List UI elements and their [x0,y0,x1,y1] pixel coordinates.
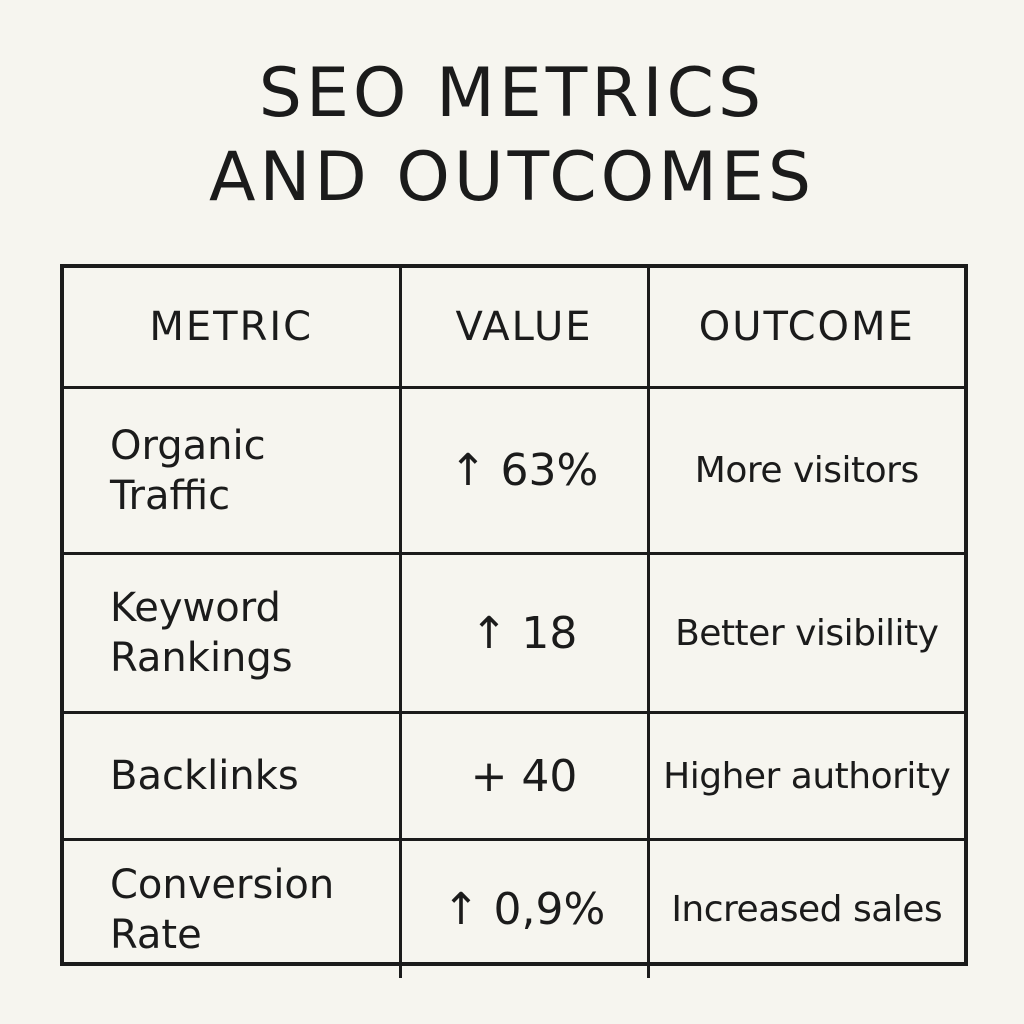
outcome-cell: More visitors [646,386,964,555]
table-row: Keyword Rankings ↑ 18 Better visibility [64,552,964,714]
column-header-outcome: OUTCOME [646,268,964,389]
metric-cell: Keyword Rankings [64,552,402,714]
table-row: Conversion Rate ↑ 0,9% Increased sales [64,838,964,978]
outcome-cell: Increased sales [646,838,964,978]
table-header-row: METRIC VALUE OUTCOME [64,268,964,389]
outcome-cell: Better visibility [646,552,964,714]
value-cell: ↑ 18 [398,552,650,714]
title-line-1: SEO METRICS [258,54,766,133]
metric-cell: Organic Traffic [64,386,402,555]
value-cell: ↑ 63% [398,386,650,555]
column-header-value: VALUE [398,268,650,389]
metric-cell: Backlinks [64,711,402,841]
table-row: Backlinks + 40 Higher authority [64,711,964,841]
title-line-2: AND OUTCOMES [208,138,815,217]
metrics-table: METRIC VALUE OUTCOME Organic Traffic ↑ 63… [60,264,968,978]
outcome-cell: Higher authority [646,711,964,841]
page-title: SEO METRICS AND OUTCOMES [0,52,1024,220]
metric-cell: Conversion Rate [64,838,402,978]
value-cell: ↑ 0,9% [398,838,650,978]
table-row: Organic Traffic ↑ 63% More visitors [64,386,964,555]
value-cell: + 40 [398,711,650,841]
column-header-metric: METRIC [64,268,402,389]
metrics-table-grid: METRIC VALUE OUTCOME Organic Traffic ↑ 63… [64,268,964,978]
